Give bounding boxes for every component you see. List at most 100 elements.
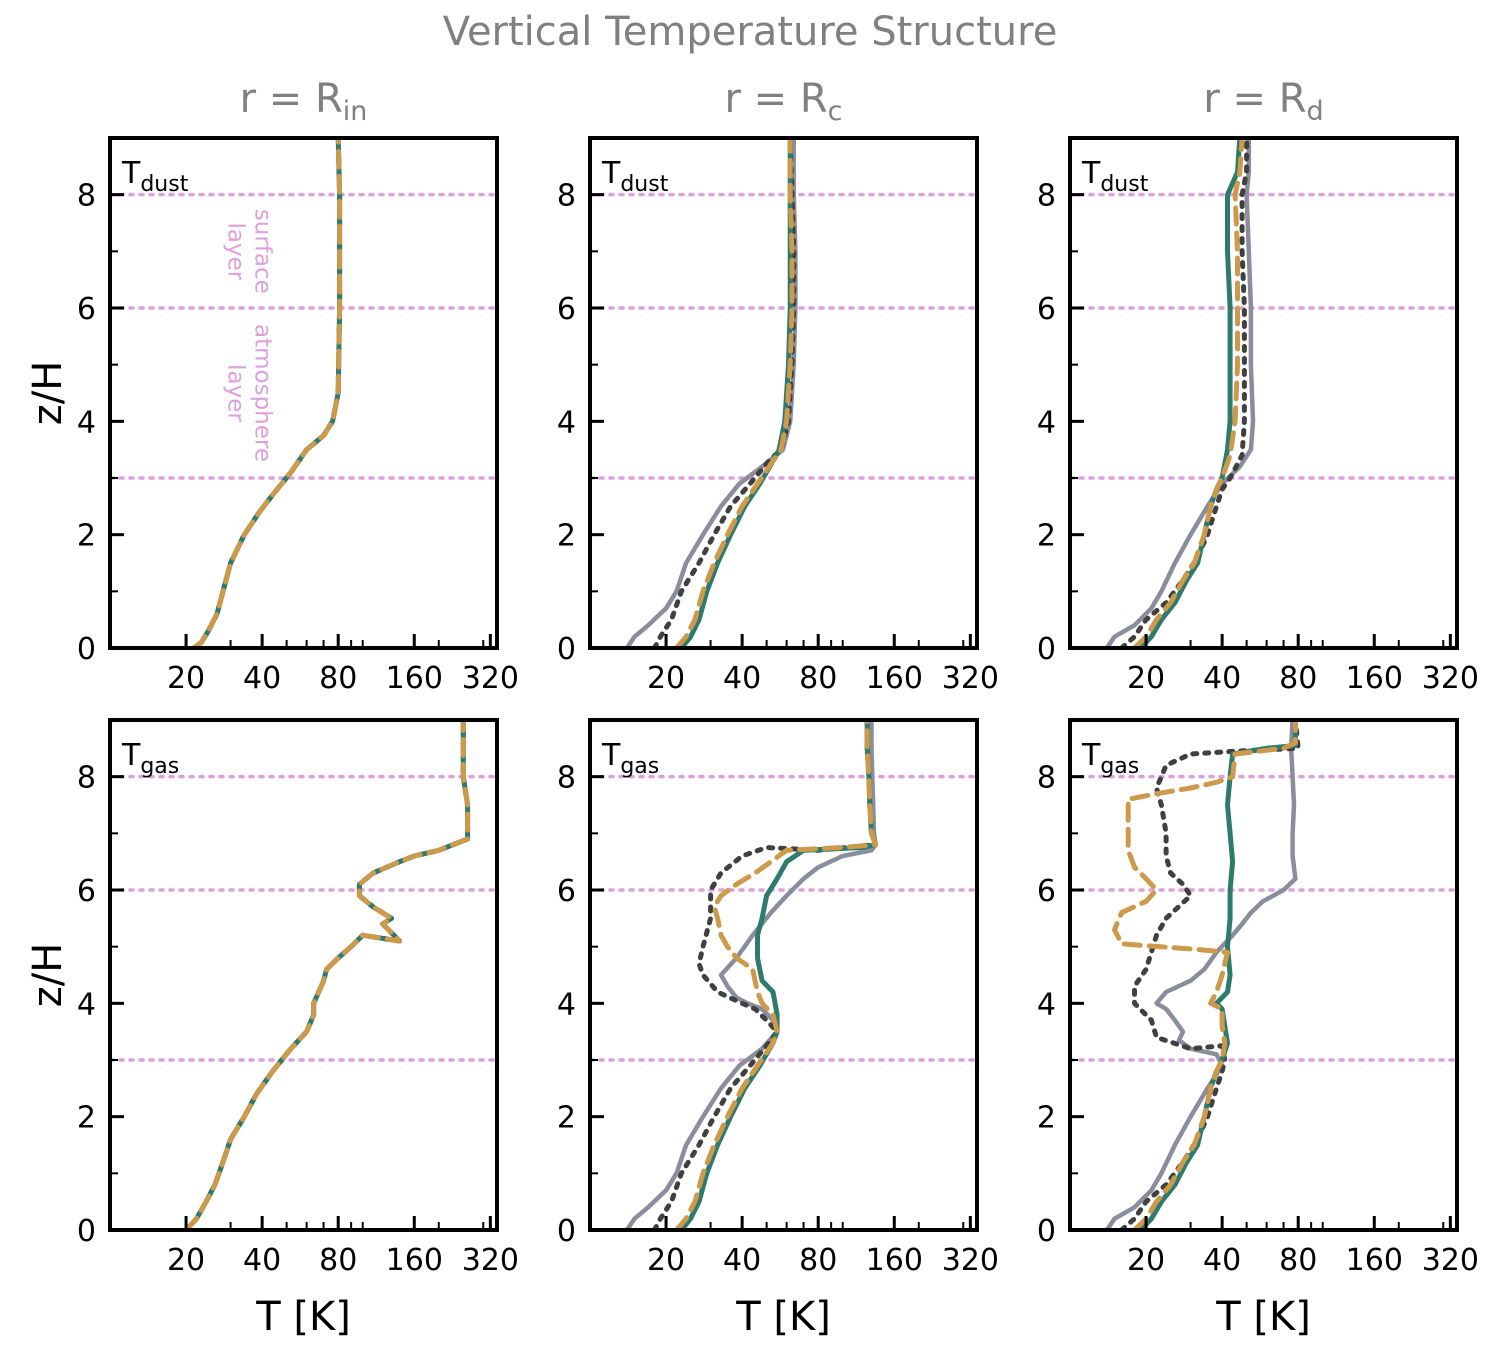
x-tick-label: 20 xyxy=(1127,1243,1165,1278)
y-tick-label: 6 xyxy=(1037,292,1056,327)
column-title-0-main: r = R xyxy=(240,76,343,122)
y-tick-label: 2 xyxy=(77,519,96,554)
column-title-0: r = Rin xyxy=(240,76,368,127)
series-line-green xyxy=(1138,720,1298,1230)
y-tick-label: 8 xyxy=(1037,761,1056,796)
y-tick-label: 6 xyxy=(557,292,576,327)
x-axis-label: T [K] xyxy=(1215,1294,1311,1340)
series-line-dashed xyxy=(1132,138,1245,648)
y-tick-label: 0 xyxy=(557,632,576,667)
panel-label-main: T xyxy=(601,738,621,773)
series-line-dashed xyxy=(674,138,795,648)
y-tick-label: 0 xyxy=(1037,1214,1056,1249)
y-tick-label: 0 xyxy=(77,632,96,667)
y-axis-label: z/H xyxy=(25,943,71,1008)
y-tick-label: 4 xyxy=(557,987,576,1022)
x-tick-label: 40 xyxy=(243,661,281,696)
panel-label-sub: gas xyxy=(1100,754,1139,779)
x-tick-label: 20 xyxy=(167,661,205,696)
y-tick-label: 2 xyxy=(1037,1101,1056,1136)
y-tick-label: 2 xyxy=(77,1101,96,1136)
x-tick-label: 160 xyxy=(1346,661,1403,696)
panel-frame xyxy=(1068,136,1459,650)
x-tick-label: 80 xyxy=(799,661,837,696)
x-tick-label: 80 xyxy=(1279,661,1317,696)
x-tick-label: 20 xyxy=(647,661,685,696)
y-tick-label: 8 xyxy=(77,761,96,796)
x-tick-label: 160 xyxy=(1346,1243,1403,1278)
panels: 20 40 80 160 32002468Tdustsurfacelayeratmosp… xyxy=(77,136,1479,1278)
column-title-2: r = Rd xyxy=(1203,76,1323,127)
panel-label-main: T xyxy=(1081,738,1101,773)
panel-label-main: T xyxy=(121,156,141,191)
panel-frame xyxy=(588,136,979,650)
y-tick-label: 8 xyxy=(77,179,96,214)
series-group xyxy=(625,138,798,648)
series-line-gray xyxy=(1105,720,1298,1230)
x-axis-label: T [K] xyxy=(735,1294,831,1340)
axis-labels: T [K] T [K] T [K] z/H z/H xyxy=(25,361,1311,1340)
x-tick-label: 20 xyxy=(1127,661,1165,696)
y-tick-label: 4 xyxy=(77,405,96,440)
panel-label-sub: dust xyxy=(140,172,188,197)
y-tick-label: 6 xyxy=(557,874,576,909)
panel-frame xyxy=(108,136,499,650)
layer-label: layer xyxy=(223,364,249,422)
y-tick-label: 0 xyxy=(1037,632,1056,667)
x-tick-label: 320 xyxy=(1422,661,1479,696)
x-tick-label: 40 xyxy=(1203,661,1241,696)
series-group xyxy=(625,720,879,1230)
panel-label: Tdust xyxy=(1081,156,1149,197)
layer-label: atmosphere xyxy=(250,324,276,462)
y-tick-label: 8 xyxy=(557,179,576,214)
series-group xyxy=(1105,138,1256,648)
y-tick-label: 8 xyxy=(1037,179,1056,214)
series-line-gray xyxy=(625,720,878,1230)
series-group xyxy=(183,720,471,1230)
y-tick-label: 8 xyxy=(557,761,576,796)
x-tick-label: 320 xyxy=(1422,1243,1479,1278)
panel-label-sub: gas xyxy=(140,754,179,779)
x-tick-label: 320 xyxy=(942,661,999,696)
x-tick-label: 160 xyxy=(866,1243,923,1278)
x-tick-label: 40 xyxy=(723,661,761,696)
panel-label-main: T xyxy=(601,156,621,191)
panel-label: Tdust xyxy=(121,156,189,197)
y-tick-label: 2 xyxy=(557,519,576,554)
series-line-dashed xyxy=(674,720,879,1230)
x-tick-label: 40 xyxy=(1203,1243,1241,1278)
x-tick-label: 20 xyxy=(647,1243,685,1278)
panel-frame xyxy=(1068,718,1459,1232)
y-tick-label: 0 xyxy=(557,1214,576,1249)
series-line-dotted xyxy=(1119,138,1250,648)
panel-label-sub: dust xyxy=(1100,172,1148,197)
panel-label-sub: dust xyxy=(620,172,668,197)
panel-label-main: T xyxy=(1081,156,1101,191)
panel-frame xyxy=(588,718,979,1232)
panel-label: Tgas xyxy=(601,738,659,779)
x-tick-label: 80 xyxy=(319,661,357,696)
y-tick-label: 6 xyxy=(77,292,96,327)
x-axis-label: T [K] xyxy=(255,1294,351,1340)
panel-label: Tgas xyxy=(121,738,179,779)
panel-0-0: 20 40 80 160 32002468Tdustsurfacelayeratmosp… xyxy=(77,136,519,696)
column-title-1: r = Rc xyxy=(724,76,842,127)
x-tick-label: 80 xyxy=(319,1243,357,1278)
panel-frame xyxy=(108,718,499,1232)
layer-label: surface xyxy=(250,209,276,294)
x-tick-label: 160 xyxy=(866,661,923,696)
x-tick-label: 320 xyxy=(942,1243,999,1278)
series-group xyxy=(191,138,343,648)
column-title-2-main: r = R xyxy=(1203,76,1306,122)
panel-label: Tdust xyxy=(601,156,669,197)
x-tick-label: 40 xyxy=(243,1243,281,1278)
series-line-dashed xyxy=(191,138,343,648)
x-tick-label: 320 xyxy=(462,1243,519,1278)
layer-label: layer xyxy=(223,222,249,280)
column-title-2-sub: d xyxy=(1307,96,1324,127)
